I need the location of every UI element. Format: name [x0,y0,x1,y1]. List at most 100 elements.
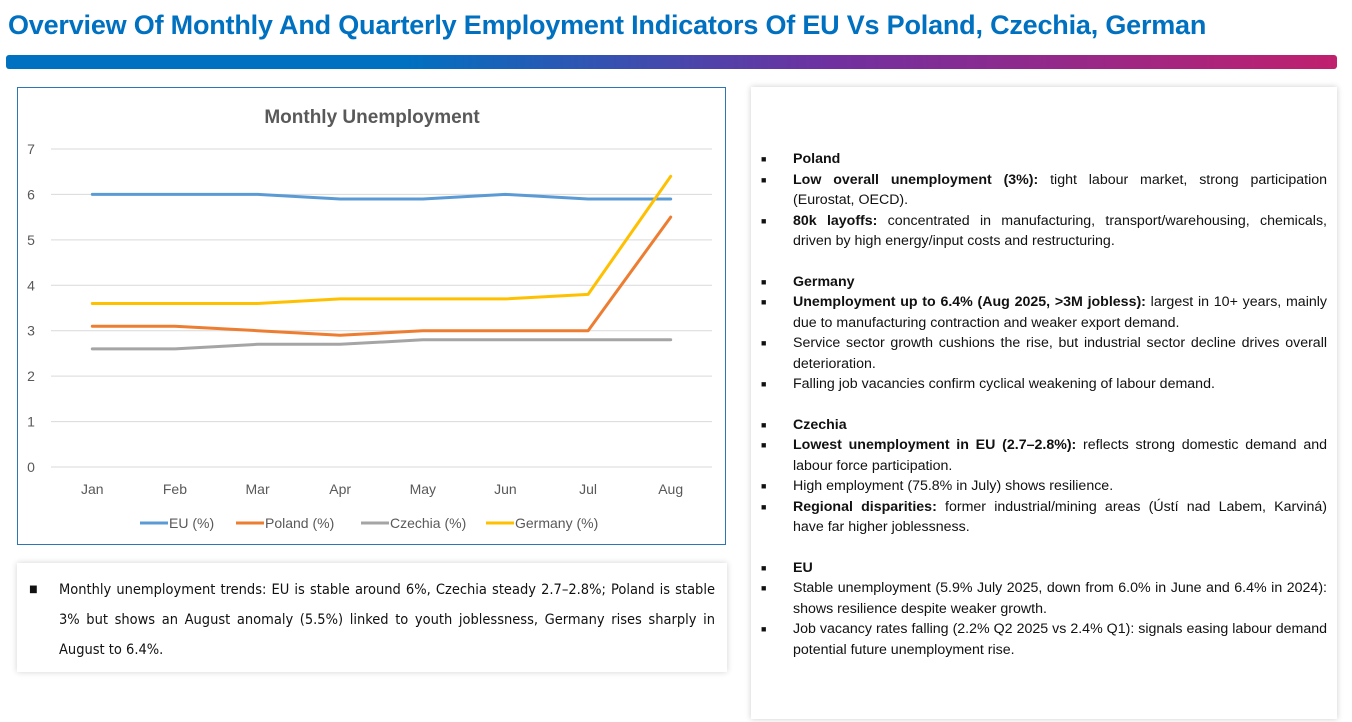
bullet-icon: ■ [761,624,767,634]
section-heading: ■ EU [761,558,1327,579]
item-body: Service sector growth cushions the rise,… [793,335,1327,372]
y-tick-label: 5 [27,232,35,248]
series-line-eu [90,192,673,201]
legend-item: Czechia (%) [361,515,466,531]
note-item: ■ Monthly unemployment trends: EU is sta… [29,575,715,665]
heading-text: Germany [793,273,855,290]
item-text: Regional disparities: former industrial/… [793,497,1327,538]
section-czechia: ■ Czechia ■ Lowest unemployment in EU (2.7–… [761,415,1327,538]
country-insights-panel: ■ Poland ■ Low overall unemployment (3%): t… [751,87,1337,719]
bullet-icon: ■ [761,501,767,512]
list-item: ■ Falling job vacancies confirm cyclical … [761,374,1327,395]
list-item: ■ Service sector growth cushions the rise… [761,333,1327,374]
item-body: reflects strong domestic demand and labo… [793,437,1327,474]
list-item: ■ Regional disparities: former industrial… [761,497,1327,538]
y-tick-label: 4 [27,277,35,293]
series-line-czechia [90,338,673,351]
page-title: Overview Of Monthly And Quarterly Employ… [8,10,1207,40]
item-bold-label: Lowest unemployment in EU (2.7–2.8%): [793,437,1077,453]
heading-text: EU [793,559,813,576]
item-body: High employment (75.8% in July) shows re… [793,478,1114,494]
bullet-icon: ■ [761,419,767,430]
bullet-icon: ■ [761,562,767,573]
bullet-icon: ■ [29,584,38,595]
list-item: ■ Unemployment up to 6.4% (Aug 2025, >3M … [761,292,1327,333]
list-item: ■ 80k layoffs: concentrated in manufactur… [761,211,1327,252]
y-tick-label: 7 [27,141,35,157]
bullet-icon: ■ [761,215,767,226]
section-germany: ■ Germany ■ Unemployment up to 6.4% (Aug 20… [761,272,1327,395]
item-text: Stable unemployment (5.9% July 2025, dow… [793,578,1327,619]
item-bold-label: 80k layoffs: [793,212,878,229]
x-tick-label: May [410,481,436,497]
x-tick-label: Jul [579,481,597,497]
y-tick-label: 3 [27,323,35,339]
series-line-germany [90,174,673,305]
item-text: Unemployment up to 6.4% (Aug 2025, >3M j… [793,292,1327,333]
note-text: Monthly unemployment trends: EU is stabl… [59,582,715,658]
legend-item: Poland (%) [236,515,334,531]
legend-label: Poland (%) [265,515,334,531]
y-axis-ticks: 0 1 2 3 4 5 6 7 [27,141,35,475]
bullet-icon: ■ [761,276,767,287]
chart-title: Monthly Unemployment [264,107,480,128]
legend-label: Germany (%) [515,515,598,531]
series-line-poland [90,215,673,337]
y-tick-label: 6 [27,186,35,202]
y-tick-label: 0 [27,459,35,475]
list-item: ■ Low overall unemployment (3%): tight la… [761,170,1327,211]
section-heading: ■ Germany [761,272,1327,293]
gridlines [51,148,712,468]
list-item: ■ Lowest unemployment in EU (2.7–2.8%): r… [761,435,1327,476]
heading-text: Czechia [793,416,847,433]
chart-summary-note: ■ Monthly unemployment trends: EU is sta… [17,563,727,672]
item-body: Job vacancy rates falling (2.2% Q2 2025 … [793,621,1327,658]
item-text: Lowest unemployment in EU (2.7–2.8%): re… [793,435,1327,476]
list-item: ■ Job vacancy rates falling (2.2% Q2 2025… [761,619,1327,660]
legend-label: Czechia (%) [390,515,466,531]
item-text: Falling job vacancies confirm cyclical w… [793,374,1327,395]
x-axis-ticks: Jan Feb Mar Apr May Jun Jul Aug [81,481,683,497]
item-bold-label: Unemployment up to 6.4% (Aug 2025, >3M j… [793,294,1146,310]
item-text: Job vacancy rates falling (2.2% Q2 2025 … [793,619,1327,660]
section-heading: ■ Czechia [761,415,1327,436]
item-text: Low overall unemployment (3%): tight lab… [793,170,1327,211]
x-tick-label: Aug [658,481,683,497]
x-tick-label: Feb [163,481,187,497]
item-body: Stable unemployment (5.9% July 2025, dow… [793,580,1327,617]
y-tick-label: 2 [27,368,35,384]
item-bold-label: Low overall unemployment (3%): [793,171,1039,188]
accent-bar [6,55,1337,69]
section-heading: ■ Poland [761,149,1327,170]
legend-item: EU (%) [140,515,214,531]
item-body: Falling job vacancies confirm cyclical w… [793,376,1215,392]
x-tick-label: Jan [81,481,104,497]
section-poland: ■ Poland ■ Low overall unemployment (3%): t… [761,149,1327,252]
legend-item: Germany (%) [486,515,598,531]
item-text: High employment (75.8% in July) shows re… [793,476,1327,497]
bullet-icon: ■ [761,297,767,307]
bullet-icon: ■ [761,174,767,185]
bullet-icon: ■ [761,583,767,593]
item-text: Service sector growth cushions the rise,… [793,333,1327,374]
x-tick-label: Mar [246,481,270,497]
legend: EU (%) Poland (%) Czechia (%) Germany (%) [140,515,598,531]
item-bold-label: Regional disparities: [793,498,937,515]
item-body: largest in 10+ years, mainly due to manu… [793,294,1327,331]
bullet-icon: ■ [761,481,767,491]
bullet-icon: ■ [761,440,767,450]
bullet-icon: ■ [761,338,767,348]
y-tick-label: 1 [27,414,35,430]
bullet-icon: ■ [761,154,767,164]
list-item: ■ Stable unemployment (5.9% July 2025, do… [761,578,1327,619]
item-body: former industrial/mining areas (Ústí nad… [793,498,1327,536]
heading-text: Poland [793,151,841,167]
x-tick-label: Apr [329,481,351,497]
item-body: tight labour market, strong participatio… [793,171,1327,209]
list-item: ■ High employment (75.8% in July) shows r… [761,476,1327,497]
section-eu: ■ EU ■ Stable unemployment (5.9% July 2025,… [761,558,1327,661]
item-text: 80k layoffs: concentrated in manufacturi… [793,211,1327,252]
monthly-unemployment-chart: Monthly Unemployment 0 1 2 3 4 5 6 7 Jan Feb Mar A… [17,87,726,545]
legend-label: EU (%) [169,515,214,531]
bullet-icon: ■ [761,379,767,389]
